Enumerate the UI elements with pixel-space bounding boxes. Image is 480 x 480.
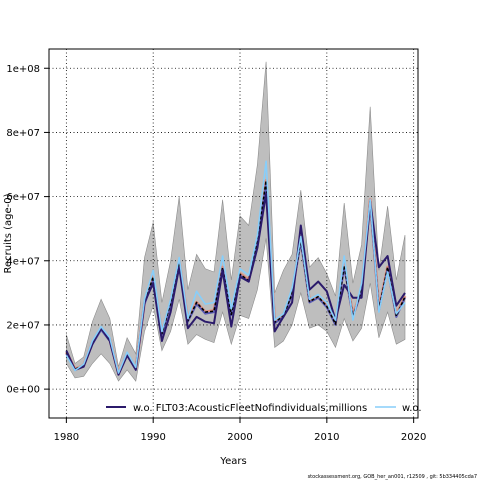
plot-frame xyxy=(48,48,419,419)
y-axis-label: Recruits (age-0) xyxy=(3,193,14,273)
legend-label-w-o: w.o. xyxy=(402,403,422,414)
legend-label-w-o-flt03: w.o. FLT03:AcousticFleetNofindividuals,m… xyxy=(133,403,367,414)
x-tick-label: 2020 xyxy=(401,432,426,443)
y-tick-label: 8e+07 xyxy=(6,128,40,139)
x-tick-label: 2010 xyxy=(314,432,339,443)
y-axis: 0e+00 2e+07 4e+07 6e+07 8e+07 1e+08 xyxy=(6,64,49,396)
legend: w.o. FLT03:AcousticFleetNofindividuals,m… xyxy=(106,403,422,414)
y-tick-label: 2e+07 xyxy=(6,320,40,331)
x-tick-label: 2000 xyxy=(227,432,252,443)
series-layer xyxy=(65,160,407,376)
y-tick-label: 4e+07 xyxy=(6,256,40,267)
y-tick-label: 1e+08 xyxy=(6,64,40,75)
series-line-4 xyxy=(65,160,406,374)
x-axis-label: Years xyxy=(219,456,246,467)
y-tick-label: 6e+07 xyxy=(6,192,40,203)
footnote: stockassessment.org, GOB_her_an001, r125… xyxy=(308,474,477,480)
series-line-2 xyxy=(65,179,406,375)
x-tick-label: 1990 xyxy=(140,432,165,443)
x-tick-label: 1980 xyxy=(54,432,79,443)
y-tick-label: 0e+00 xyxy=(6,385,40,396)
x-axis: 1980 1990 2000 2010 2020 xyxy=(54,418,426,443)
